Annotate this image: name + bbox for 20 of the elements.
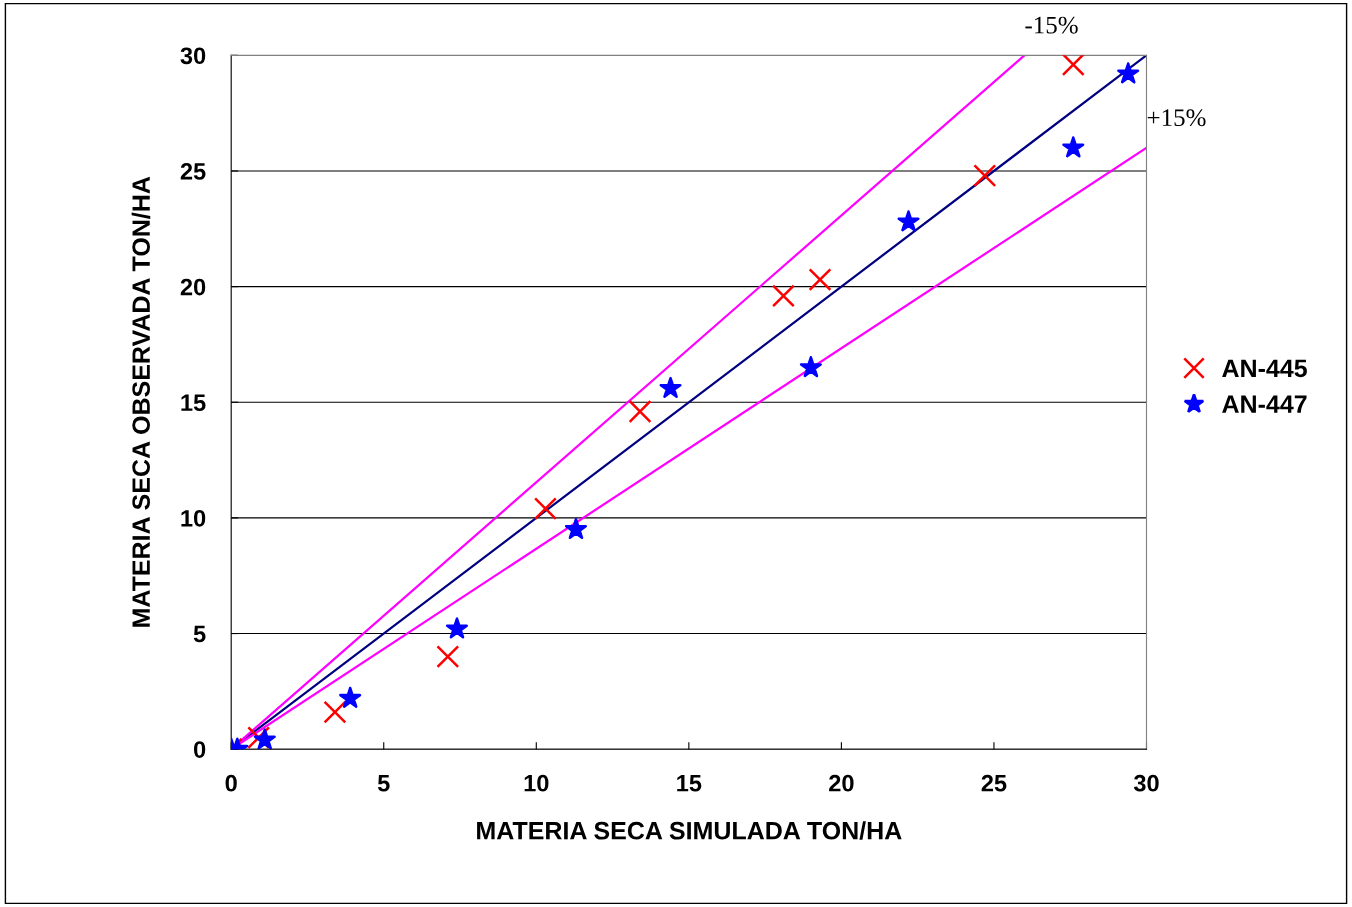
legend-label: AN-447 bbox=[1222, 395, 1307, 413]
y-tick-label: 0 bbox=[194, 741, 206, 758]
x-tick-label: 10 bbox=[524, 774, 549, 792]
y-tick-label: 20 bbox=[180, 278, 206, 296]
annotation: -15% bbox=[1025, 16, 1078, 34]
y-tick-label: 10 bbox=[181, 509, 206, 527]
legend-label: AN-445 bbox=[1222, 359, 1307, 378]
x-tick-label: 5 bbox=[377, 775, 390, 792]
x-tick-label: 30 bbox=[1133, 774, 1159, 792]
y-tick-label: 15 bbox=[181, 394, 206, 412]
x-tick-label: 20 bbox=[829, 774, 854, 792]
y-axis-title: MATERIA SECA OBSERVADA TON/HA bbox=[131, 176, 151, 627]
x-tick-label: 0 bbox=[225, 774, 237, 792]
x-axis-title: MATERIA SECA SIMULADA TON/HA bbox=[477, 821, 902, 840]
y-tick-label: 25 bbox=[180, 163, 206, 180]
y-tick-label: 30 bbox=[180, 47, 206, 65]
y-tick-label: 5 bbox=[193, 625, 206, 643]
x-tick-label: 15 bbox=[677, 775, 702, 792]
annotation: +15% bbox=[1147, 109, 1206, 127]
x-tick-label: 25 bbox=[981, 774, 1007, 792]
